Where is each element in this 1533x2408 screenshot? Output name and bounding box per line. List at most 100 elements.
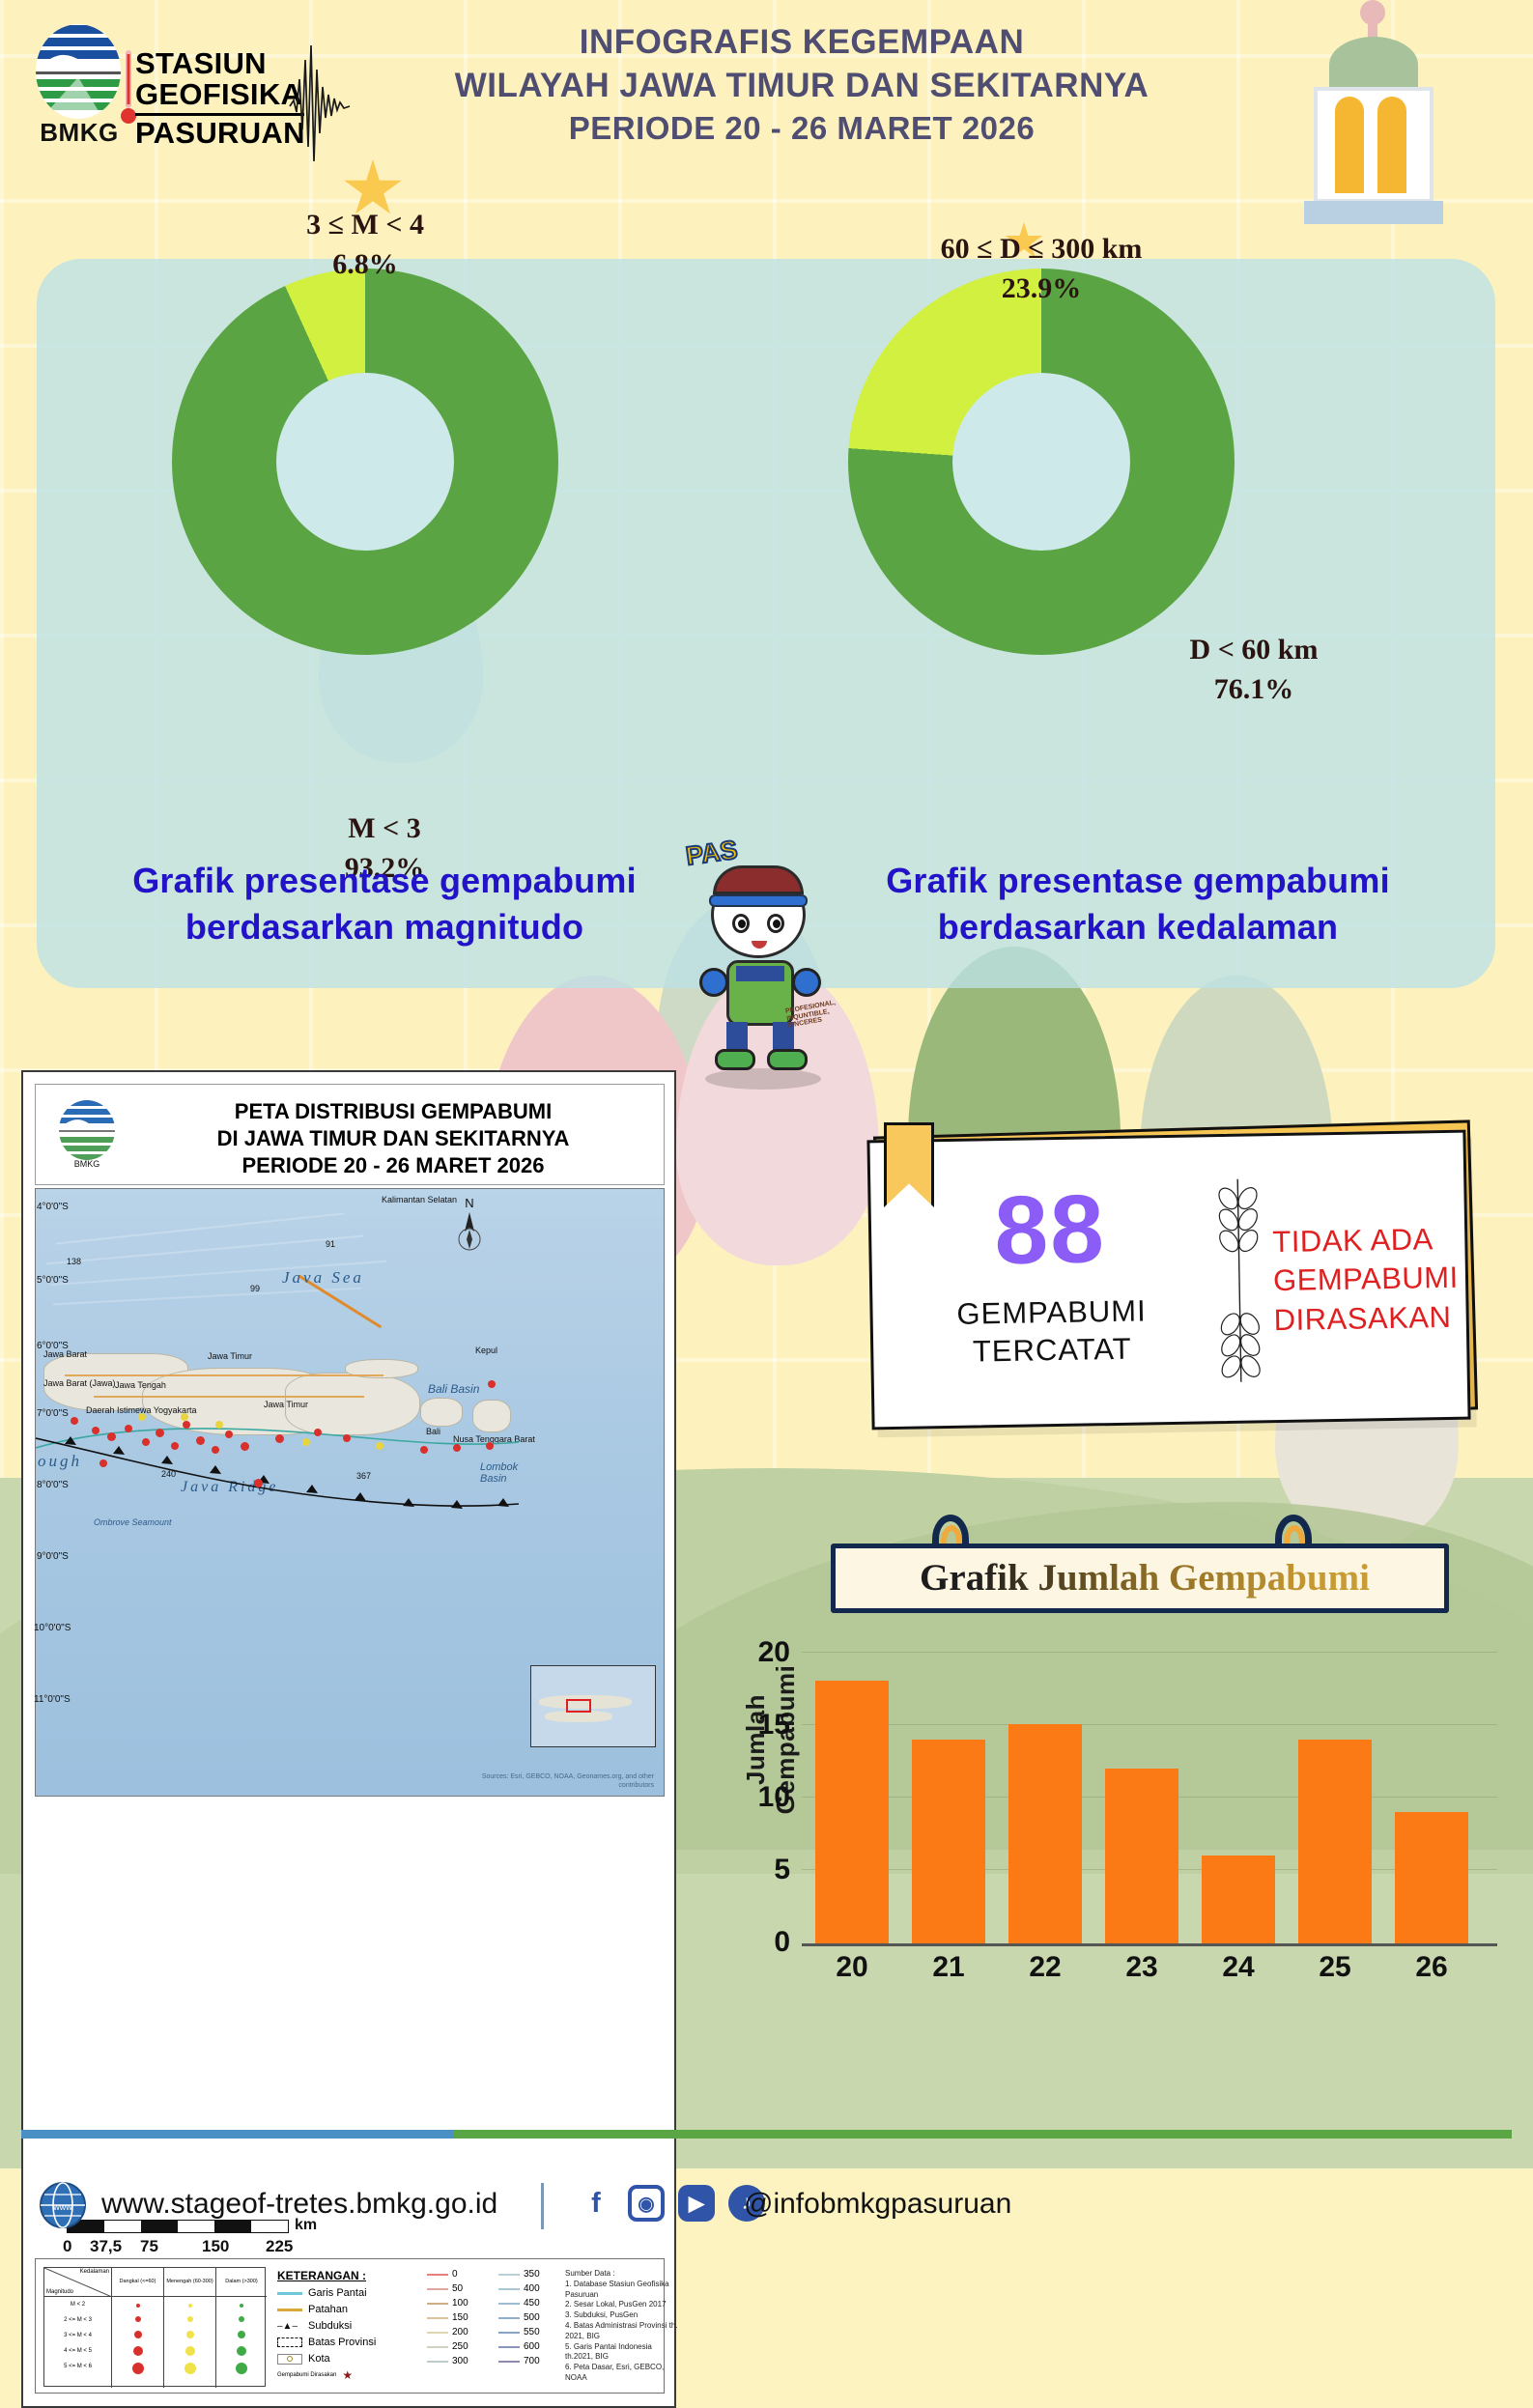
facebook-icon[interactable]: f: [591, 2187, 601, 2219]
gridline: [802, 1652, 1497, 1653]
epicenter-dot: [107, 1432, 116, 1441]
depth-caption-line-1: Grafik presentase gempabumi: [886, 861, 1390, 900]
lat-label: 6°0'0"S: [37, 1341, 69, 1351]
compass-north-icon: N: [458, 1196, 481, 1251]
epicenter-dot: [181, 1413, 188, 1421]
epicenter-dot: [420, 1446, 428, 1454]
y-tick-0: 0: [774, 1926, 790, 1958]
epicenter-dot: [275, 1434, 284, 1443]
footer-divider: [541, 2183, 544, 2229]
map-place-label: Kalimantan Selatan: [382, 1195, 458, 1204]
magnitude-chart-caption: Grafik presentase gempabumi berdasarkan …: [46, 858, 723, 950]
felt-line-1: TIDAK ADA: [1272, 1222, 1434, 1260]
bar-21: [912, 1740, 985, 1943]
map-attribution: Sources: Esri, GEBCO, NOAA, Geonames.org…: [481, 1772, 654, 1789]
y-tick-20: 20: [757, 1636, 790, 1668]
magnitude-top-percent: 6.8%: [332, 247, 398, 280]
map-place-label: 240: [161, 1469, 177, 1479]
map-scale-bar: km 0 37,5 75 150 225: [63, 2217, 318, 2255]
x-label-25: 25: [1319, 1951, 1351, 1983]
title-line-2: WILAYAH JAWA TIMUR DAN SEKITARNYA: [454, 66, 1150, 104]
epicenter-dot: [99, 1459, 107, 1467]
source-item: 4. Batas Administrasi Provinsi th. 2021,…: [565, 2320, 678, 2340]
depth-chart-caption: Grafik presentase gempabumi berdasarkan …: [800, 858, 1476, 950]
depth-tick: 0: [452, 2269, 458, 2280]
trough-label: ough: [38, 1452, 82, 1470]
footer-rule-blue: [21, 2130, 456, 2139]
x-label-21: 21: [932, 1951, 965, 1983]
depth-top-percent: 23.9%: [1001, 271, 1082, 304]
source-item: 5. Garis Pantai Indonesia th.2021, BIG: [565, 2341, 652, 2362]
epicenter-dot: [71, 1417, 78, 1425]
x-label-23: 23: [1125, 1951, 1158, 1983]
x-label-20: 20: [836, 1951, 868, 1983]
x-label-26: 26: [1415, 1951, 1448, 1983]
bmkg-logo-icon-small: BMKG: [59, 1100, 115, 1168]
madura-island: [345, 1359, 418, 1378]
footer-social-icons: f ◉ ▶ ♪: [578, 2185, 765, 2222]
svg-text:BMKG: BMKG: [74, 1159, 100, 1168]
depth-tick: 150: [452, 2312, 468, 2323]
page-title: INFOGRAFIS KEGEMPAAN WILAYAH JAWA TIMUR …: [319, 21, 1285, 149]
station-line-1: STASIUN: [135, 46, 267, 80]
instagram-icon[interactable]: ◉: [628, 2185, 665, 2222]
magnitude-donut-hole: [276, 373, 454, 551]
footer-social-handle[interactable]: @infobmkgpasuruan: [744, 2188, 1012, 2220]
epicenter-dot: [212, 1446, 219, 1454]
magnitude-donut-chart: [172, 269, 558, 655]
title-line-3: PERIODE 20 - 26 MARET 2026: [568, 109, 1036, 146]
epicenter-dot: [125, 1425, 132, 1432]
epicenter-dot: [156, 1429, 164, 1437]
youtube-icon[interactable]: ▶: [678, 2185, 715, 2222]
magnitude-slice-top-label: 3 ≤ M < 4 6.8%: [191, 206, 539, 284]
region-label: Nusa Tenggara Barat: [453, 1434, 535, 1444]
felt-line-3: DIRASAKAN: [1273, 1299, 1452, 1337]
region-label: Jawa Barat: [43, 1349, 88, 1359]
depth-tick: 600: [524, 2341, 540, 2352]
depth-color-scale: 0 50 100 150 200 250 300 350 400 450 500…: [427, 2269, 562, 2366]
title-line-1: INFOGRAFIS KEGEMPAAN: [579, 23, 1025, 61]
svg-text:N: N: [465, 1196, 473, 1210]
bar-20: [815, 1681, 889, 1943]
java-island: [285, 1373, 420, 1435]
bar-22: [1008, 1724, 1082, 1943]
svg-text:www: www: [52, 2202, 72, 2212]
basin-label: Bali Basin: [428, 1382, 480, 1396]
depth-tick: 400: [524, 2283, 540, 2294]
city-swatch: [277, 2353, 302, 2365]
epicenter-dot: [225, 1431, 233, 1438]
lombok-island: [472, 1400, 511, 1432]
map-inset: [530, 1665, 656, 1747]
count-label-line-2: TERCATAT: [972, 1331, 1132, 1369]
region-label: Daerah Istimewa Yogyakarta: [86, 1405, 197, 1415]
road-line: [65, 1374, 383, 1376]
epicenter-dot: [302, 1438, 310, 1446]
divider: [135, 112, 304, 116]
bar-chart-plot-area: [802, 1652, 1497, 1943]
bar-chart-banner: Grafik Jumlah Gempabumi: [831, 1544, 1449, 1613]
gridline: [802, 1724, 1497, 1725]
ridge-label: Java Ridge: [181, 1479, 279, 1495]
magnitude-main-percent: 93.2%: [344, 851, 425, 884]
depth-main-range: D < 60 km: [1189, 634, 1319, 666]
depth-tick: 350: [524, 2269, 540, 2280]
depth-donut-hole: [952, 373, 1130, 551]
count-label-line-1: GEMPABUMI: [956, 1293, 1147, 1331]
fault-swatch: [277, 2308, 302, 2311]
depth-tick: 300: [452, 2356, 468, 2366]
legend-item-label: Kota: [308, 2353, 330, 2365]
subduction-zone-line: [36, 1436, 519, 1509]
source-item: 2. Sesar Lokal, PusGen 2017: [565, 2300, 667, 2309]
lat-label: 11°0'0"S: [34, 1694, 71, 1705]
page-footer: www www.stageof-tretes.bmkg.go.id f ◉ ▶ …: [0, 2077, 1533, 2229]
region-label: Kepul: [475, 1346, 498, 1355]
footer-website[interactable]: www.stageof-tretes.bmkg.go.id: [101, 2188, 498, 2220]
map-place-label: 367: [356, 1471, 372, 1481]
depth-slice-main-label: D < 60 km 76.1%: [1080, 631, 1428, 709]
map-legend: Kedalaman Magnitudo Dangkal (<=60) Menen…: [35, 2258, 678, 2394]
magnitude-slice-main-label: M < 3 93.2%: [211, 809, 558, 888]
region-label: Jawa Timur: [208, 1351, 253, 1361]
epicenter-dot: [254, 1479, 263, 1487]
map-canvas[interactable]: Kalimantan Selatan 91 138 99 Java Sea N …: [35, 1188, 665, 1797]
map-title: PETA DISTRIBUSI GEMPABUMI DI JAWA TIMUR …: [132, 1098, 654, 1179]
